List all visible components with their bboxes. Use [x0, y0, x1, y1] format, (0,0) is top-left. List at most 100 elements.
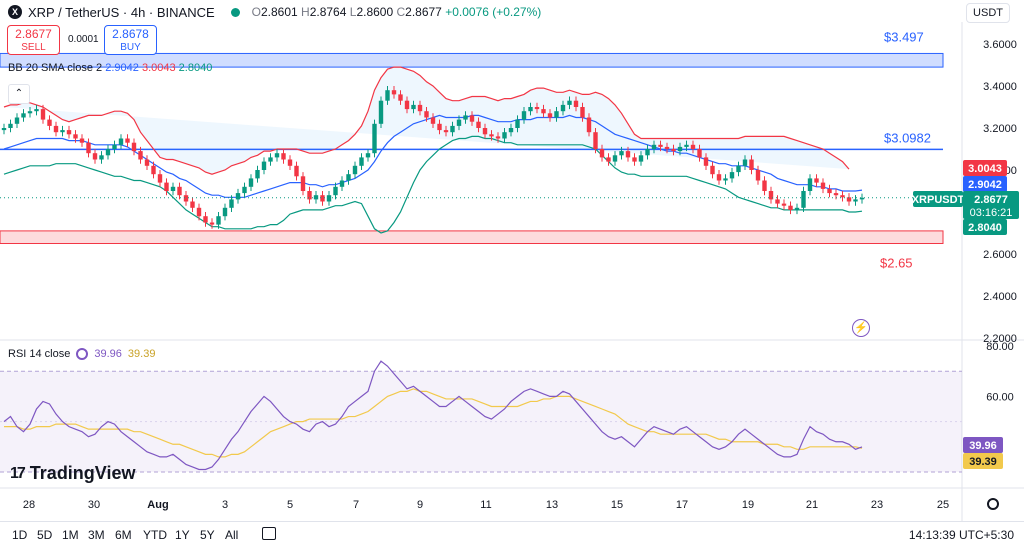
candle-body	[619, 151, 624, 156]
gear-icon[interactable]	[987, 498, 999, 510]
candle	[476, 117, 481, 133]
bb-legend[interactable]: BB 20 SMA close 2 2.9042 3.0043 2.8040	[8, 62, 212, 74]
rsi-legend-name: RSI 14 close	[8, 348, 71, 360]
candle	[788, 201, 793, 215]
candle	[73, 130, 78, 143]
candle-body	[729, 172, 735, 179]
candle	[242, 182, 247, 198]
buy-button[interactable]: 2.8678 BUY	[104, 25, 157, 55]
time-tick-label: Aug	[147, 499, 168, 511]
candle-body	[222, 207, 228, 217]
candle-body	[209, 222, 215, 225]
price-tick-label: 3.2000	[983, 123, 1017, 135]
candle-body	[684, 144, 689, 147]
candle-body	[53, 125, 59, 133]
range-1d[interactable]: 1D	[12, 528, 28, 542]
candle-body	[216, 216, 221, 225]
collapse-legend-icon[interactable]: ⌃	[8, 84, 30, 104]
candle-body	[274, 153, 280, 158]
range-all[interactable]: All	[225, 528, 239, 542]
currency-selector[interactable]: USDT	[966, 3, 1010, 23]
rsi-ma-label: 39.39	[969, 456, 997, 468]
ohlc-open: 2.8601	[260, 5, 298, 19]
candle	[131, 138, 137, 156]
candle-body	[14, 117, 20, 124]
candle	[742, 155, 748, 170]
candle-body	[86, 142, 91, 154]
time-tick-label: 28	[23, 499, 35, 511]
candle-body	[846, 197, 852, 202]
candle-body	[840, 195, 845, 198]
price-tick-label: 3.4000	[983, 81, 1017, 93]
candle	[14, 113, 20, 128]
rsi-legend-ma: 39.39	[127, 348, 156, 360]
level-label: $3.0982	[884, 130, 931, 145]
candle-body	[489, 134, 494, 137]
candle	[827, 184, 832, 198]
sell-button[interactable]: 2.8677 SELL	[7, 25, 60, 55]
rsi-legend[interactable]: RSI 14 close 39.96 39.39	[8, 348, 155, 360]
range-3m[interactable]: 3M	[88, 528, 105, 542]
candle-body	[632, 157, 637, 162]
candle	[125, 134, 130, 147]
candle	[196, 203, 202, 221]
candle-body	[190, 201, 195, 208]
sell-label: SELL	[21, 42, 46, 53]
candle-body	[664, 146, 670, 149]
candle	[281, 149, 286, 164]
candle	[690, 140, 696, 154]
candle	[541, 104, 546, 118]
candle-body	[606, 157, 611, 162]
candle	[430, 113, 436, 128]
bb-legend-name: BB 20 SMA close 2	[8, 62, 103, 74]
candle-body	[788, 205, 793, 210]
candle	[450, 121, 455, 137]
candle	[385, 86, 390, 105]
clock: 14:13:39 UTC+5:30	[908, 528, 1014, 542]
candle-body	[807, 178, 813, 191]
range-1y[interactable]: 1Y	[175, 528, 190, 542]
market-open-icon	[230, 7, 240, 17]
candle-body	[47, 119, 52, 126]
calendar-icon[interactable]	[262, 527, 276, 540]
candle	[586, 113, 592, 137]
bb-basis-price-label-bg	[963, 176, 1007, 192]
range-5d[interactable]: 5D	[37, 528, 53, 542]
candle	[560, 100, 566, 116]
rsi-tick-label: 60.00	[986, 391, 1014, 403]
candle	[456, 115, 462, 131]
candle-body	[404, 100, 410, 110]
candle-body	[79, 138, 85, 143]
candle	[710, 161, 715, 179]
time-tick-label: 7	[353, 499, 359, 511]
candle	[547, 109, 553, 122]
candle-body	[118, 138, 124, 145]
candle	[144, 155, 150, 170]
candle-body	[294, 165, 299, 177]
range-ytd[interactable]: YTD	[143, 528, 167, 542]
candle-body	[450, 125, 455, 133]
candle-body	[365, 153, 371, 158]
candle	[417, 100, 423, 116]
range-6m[interactable]: 6M	[115, 528, 132, 542]
tradingview-logo[interactable]: 17 TradingView	[10, 463, 136, 484]
candle-body	[827, 188, 832, 194]
candle-body	[762, 180, 767, 191]
candle	[222, 203, 228, 221]
lightning-icon[interactable]: ⚡	[852, 319, 870, 337]
candle-body	[60, 130, 65, 133]
candle-body	[424, 111, 429, 118]
range-5y[interactable]: 5Y	[200, 528, 215, 542]
candle-body	[775, 199, 780, 204]
time-tick-label: 23	[871, 499, 883, 511]
xrp-logo-icon: X	[8, 5, 22, 19]
candle	[781, 199, 787, 210]
rsi-ma-label-bg	[963, 453, 1003, 469]
symbol-title[interactable]: XRP / TetherUS · 4h · BINANCE	[28, 4, 215, 20]
candle	[703, 153, 709, 170]
candle-body	[372, 123, 377, 154]
range-1m[interactable]: 1M	[62, 528, 79, 542]
price-tick-label: 3.6000	[983, 39, 1017, 51]
tradingview-wordmark: TradingView	[29, 463, 136, 483]
